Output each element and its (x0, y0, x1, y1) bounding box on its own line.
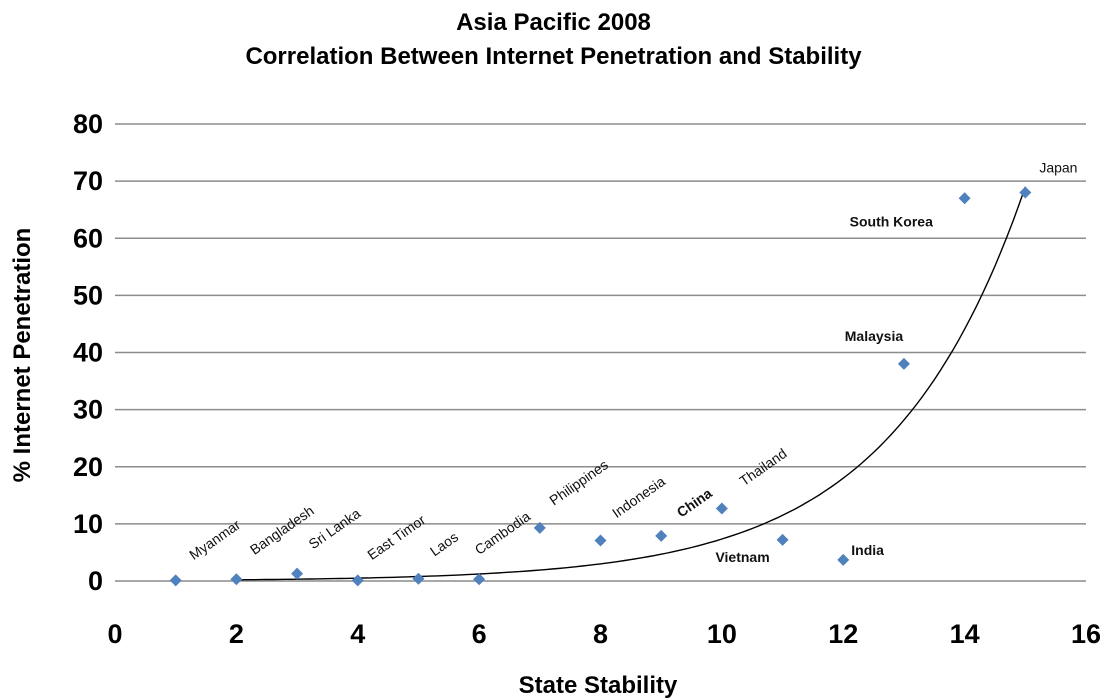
x-tick-label: 2 (229, 619, 244, 649)
point-label: Indonesia (609, 473, 668, 521)
data-point (776, 533, 789, 546)
gridlines (115, 123, 1086, 582)
point-label: Bangladesh (247, 502, 317, 558)
data-points (169, 186, 1032, 587)
chart-subtitle: Correlation Between Internet Penetration… (245, 43, 862, 70)
data-point (715, 502, 728, 515)
point-label: Philippines (546, 456, 611, 508)
data-point (958, 192, 971, 205)
y-tick-label: 40 (73, 338, 103, 368)
x-tick-label: 14 (950, 619, 980, 649)
chart-title-block: Asia Pacific 2008 Correlation Between In… (0, 6, 1107, 74)
data-point (897, 357, 910, 370)
point-label: Laos (427, 529, 461, 560)
y-tick-label: 10 (73, 509, 103, 539)
point-label: South Korea (850, 213, 933, 229)
point-label: Japan (1039, 160, 1077, 176)
y-axis-title: % Internet Penetration (9, 228, 36, 483)
x-tick-label: 6 (472, 619, 487, 649)
x-tick-label: 4 (350, 619, 365, 649)
data-point (351, 574, 364, 587)
y-tick-label: 60 (73, 223, 103, 253)
point-label: China (674, 485, 715, 521)
x-tick-label: 0 (107, 619, 122, 649)
data-point (1019, 186, 1032, 199)
data-point (230, 573, 243, 586)
data-point (291, 567, 304, 580)
point-label: Cambodia (472, 508, 534, 558)
y-tick-label: 20 (73, 452, 103, 482)
x-axis-title: State Stability (519, 672, 678, 699)
trendline-layer (236, 186, 1026, 581)
x-tick-label: 8 (593, 619, 608, 649)
point-label: Malaysia (845, 328, 904, 344)
y-tick-label: 50 (73, 280, 103, 310)
x-tick-label: 16 (1071, 619, 1101, 649)
point-label: East Timor (364, 511, 428, 563)
tick-labels: 0 10 20 30 40 50 60 70 80 0 2 4 6 8 10 12 14 16 (73, 109, 1101, 649)
data-point (169, 574, 182, 587)
data-point (412, 572, 425, 585)
trendline (236, 186, 1026, 581)
x-tick-label: 10 (707, 619, 737, 649)
y-tick-label: 70 (73, 166, 103, 196)
x-tick-label: 12 (828, 619, 858, 649)
data-point (533, 521, 546, 534)
data-point (594, 534, 607, 547)
data-point (473, 573, 486, 586)
chart-title: Asia Pacific 2008 (456, 9, 651, 36)
data-point (837, 553, 850, 566)
point-label: Vietnam (715, 549, 769, 565)
point-label: India (851, 542, 884, 558)
y-tick-label: 0 (88, 566, 103, 596)
y-tick-label: 80 (73, 109, 103, 139)
data-point (655, 529, 668, 542)
y-tick-label: 30 (73, 395, 103, 425)
